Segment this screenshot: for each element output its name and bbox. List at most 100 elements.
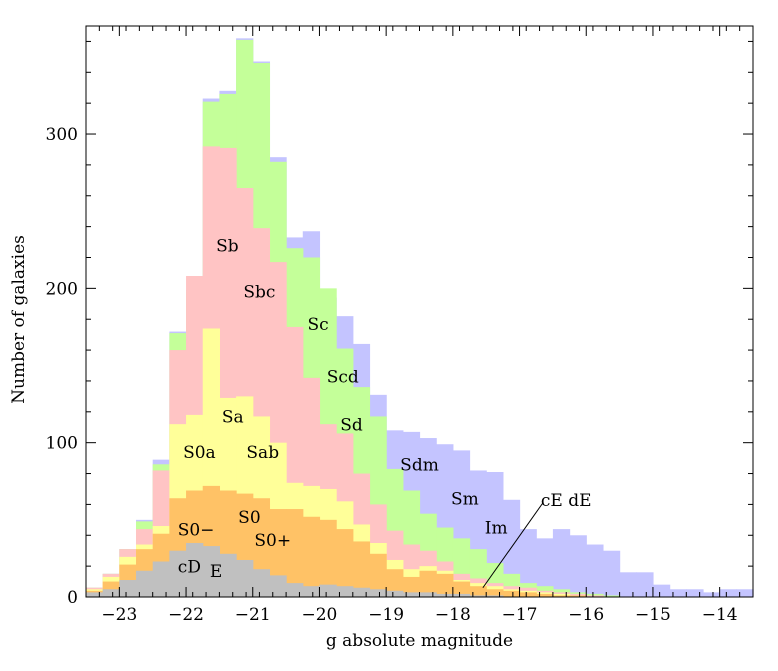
bar xyxy=(419,592,437,597)
x-tick-label: −19 xyxy=(368,605,404,625)
y-tick-label: 300 xyxy=(46,125,78,145)
ticks-layer: −23 −22 −21 −20 −19 −18 −17 −16 −15 −14 0 100 200 300 xyxy=(46,26,754,625)
bar xyxy=(436,573,454,597)
type-label: S0− xyxy=(178,520,215,540)
bar xyxy=(502,499,521,597)
type-label: S0a xyxy=(183,443,216,463)
bar xyxy=(386,590,404,597)
bar xyxy=(286,583,304,597)
type-label: Sbc xyxy=(243,283,275,303)
bar xyxy=(386,569,404,597)
bar xyxy=(569,535,587,597)
bar xyxy=(152,561,170,597)
bar xyxy=(636,572,654,597)
bar xyxy=(469,586,487,597)
y-axis-label: Number of galaxies xyxy=(9,235,29,404)
bar xyxy=(519,529,537,597)
bar xyxy=(269,509,287,597)
type-label: Sm xyxy=(451,489,479,509)
type-label: Im xyxy=(485,519,508,539)
bar xyxy=(219,553,237,597)
bar xyxy=(602,550,621,597)
y-tick-label: 100 xyxy=(46,434,78,454)
type-label: Sc xyxy=(308,315,329,335)
bar xyxy=(702,592,721,597)
bar xyxy=(252,569,271,597)
bar xyxy=(336,529,354,597)
x-tick-label: −16 xyxy=(568,605,604,625)
type-label: S0 xyxy=(238,508,260,528)
bar xyxy=(719,589,737,597)
type-label: Sab xyxy=(246,443,279,463)
y-tick-label: 200 xyxy=(46,279,78,299)
type-label: Scd xyxy=(327,367,359,387)
bar xyxy=(369,589,387,597)
bar xyxy=(269,575,287,597)
type-label: Sb xyxy=(216,236,239,256)
bar xyxy=(552,529,571,597)
bar xyxy=(236,559,254,597)
type-label: Sdm xyxy=(400,455,439,475)
bar xyxy=(102,589,120,597)
bar xyxy=(469,595,487,597)
bar xyxy=(336,586,354,597)
bar xyxy=(536,538,554,597)
series-cd-e xyxy=(86,542,504,597)
bar xyxy=(519,592,537,597)
bar xyxy=(86,592,104,597)
bar xyxy=(619,572,637,597)
bar xyxy=(402,592,421,597)
bar xyxy=(486,595,504,597)
bar xyxy=(569,595,587,597)
bar xyxy=(586,595,604,597)
type-label: cD xyxy=(178,557,201,577)
bar xyxy=(402,576,421,597)
bar xyxy=(369,553,387,597)
x-tick-label: −20 xyxy=(302,605,338,625)
bar xyxy=(452,593,471,597)
annotations-layer: Sb Sbc Sc Scd Sd Sdm Sm Im Sa S0a Sab S0 S0− S0+ cD EcE… xyxy=(178,236,592,589)
x-tick-label: −14 xyxy=(702,605,738,625)
bar xyxy=(302,516,321,597)
bar xyxy=(436,593,454,597)
y-tick-label: 0 xyxy=(67,588,78,608)
bar xyxy=(669,589,687,597)
x-tick-label: −21 xyxy=(235,605,271,625)
type-label: E xyxy=(210,562,222,582)
type-label: S0+ xyxy=(254,531,291,551)
x-tick-label: −18 xyxy=(435,605,471,625)
bar xyxy=(686,589,704,597)
bar xyxy=(586,544,604,597)
bar xyxy=(352,587,371,597)
x-tick-label: −23 xyxy=(101,605,137,625)
bar xyxy=(452,581,471,597)
type-label: cE dE xyxy=(541,491,592,511)
bar xyxy=(536,593,554,597)
bar xyxy=(169,550,187,597)
bar xyxy=(652,584,671,597)
bar xyxy=(136,570,154,597)
bar xyxy=(319,519,337,597)
bar xyxy=(502,590,521,597)
bar xyxy=(602,595,621,597)
bar xyxy=(352,541,371,597)
bar xyxy=(319,584,337,597)
x-tick-label: −22 xyxy=(168,605,204,625)
type-label: Sa xyxy=(222,408,244,428)
bar xyxy=(552,595,571,597)
pointer-line xyxy=(482,502,544,589)
x-tick-label: −17 xyxy=(502,605,538,625)
bar xyxy=(186,542,204,597)
bar xyxy=(486,589,504,597)
x-axis-label: g absolute magnitude xyxy=(326,631,513,651)
bar xyxy=(202,546,220,597)
bar xyxy=(119,580,137,597)
type-label: Sd xyxy=(340,415,363,435)
bar xyxy=(419,570,437,597)
bars-layer xyxy=(86,38,754,598)
bar xyxy=(286,509,304,597)
x-tick-label: −15 xyxy=(635,605,671,625)
bar xyxy=(302,586,321,597)
